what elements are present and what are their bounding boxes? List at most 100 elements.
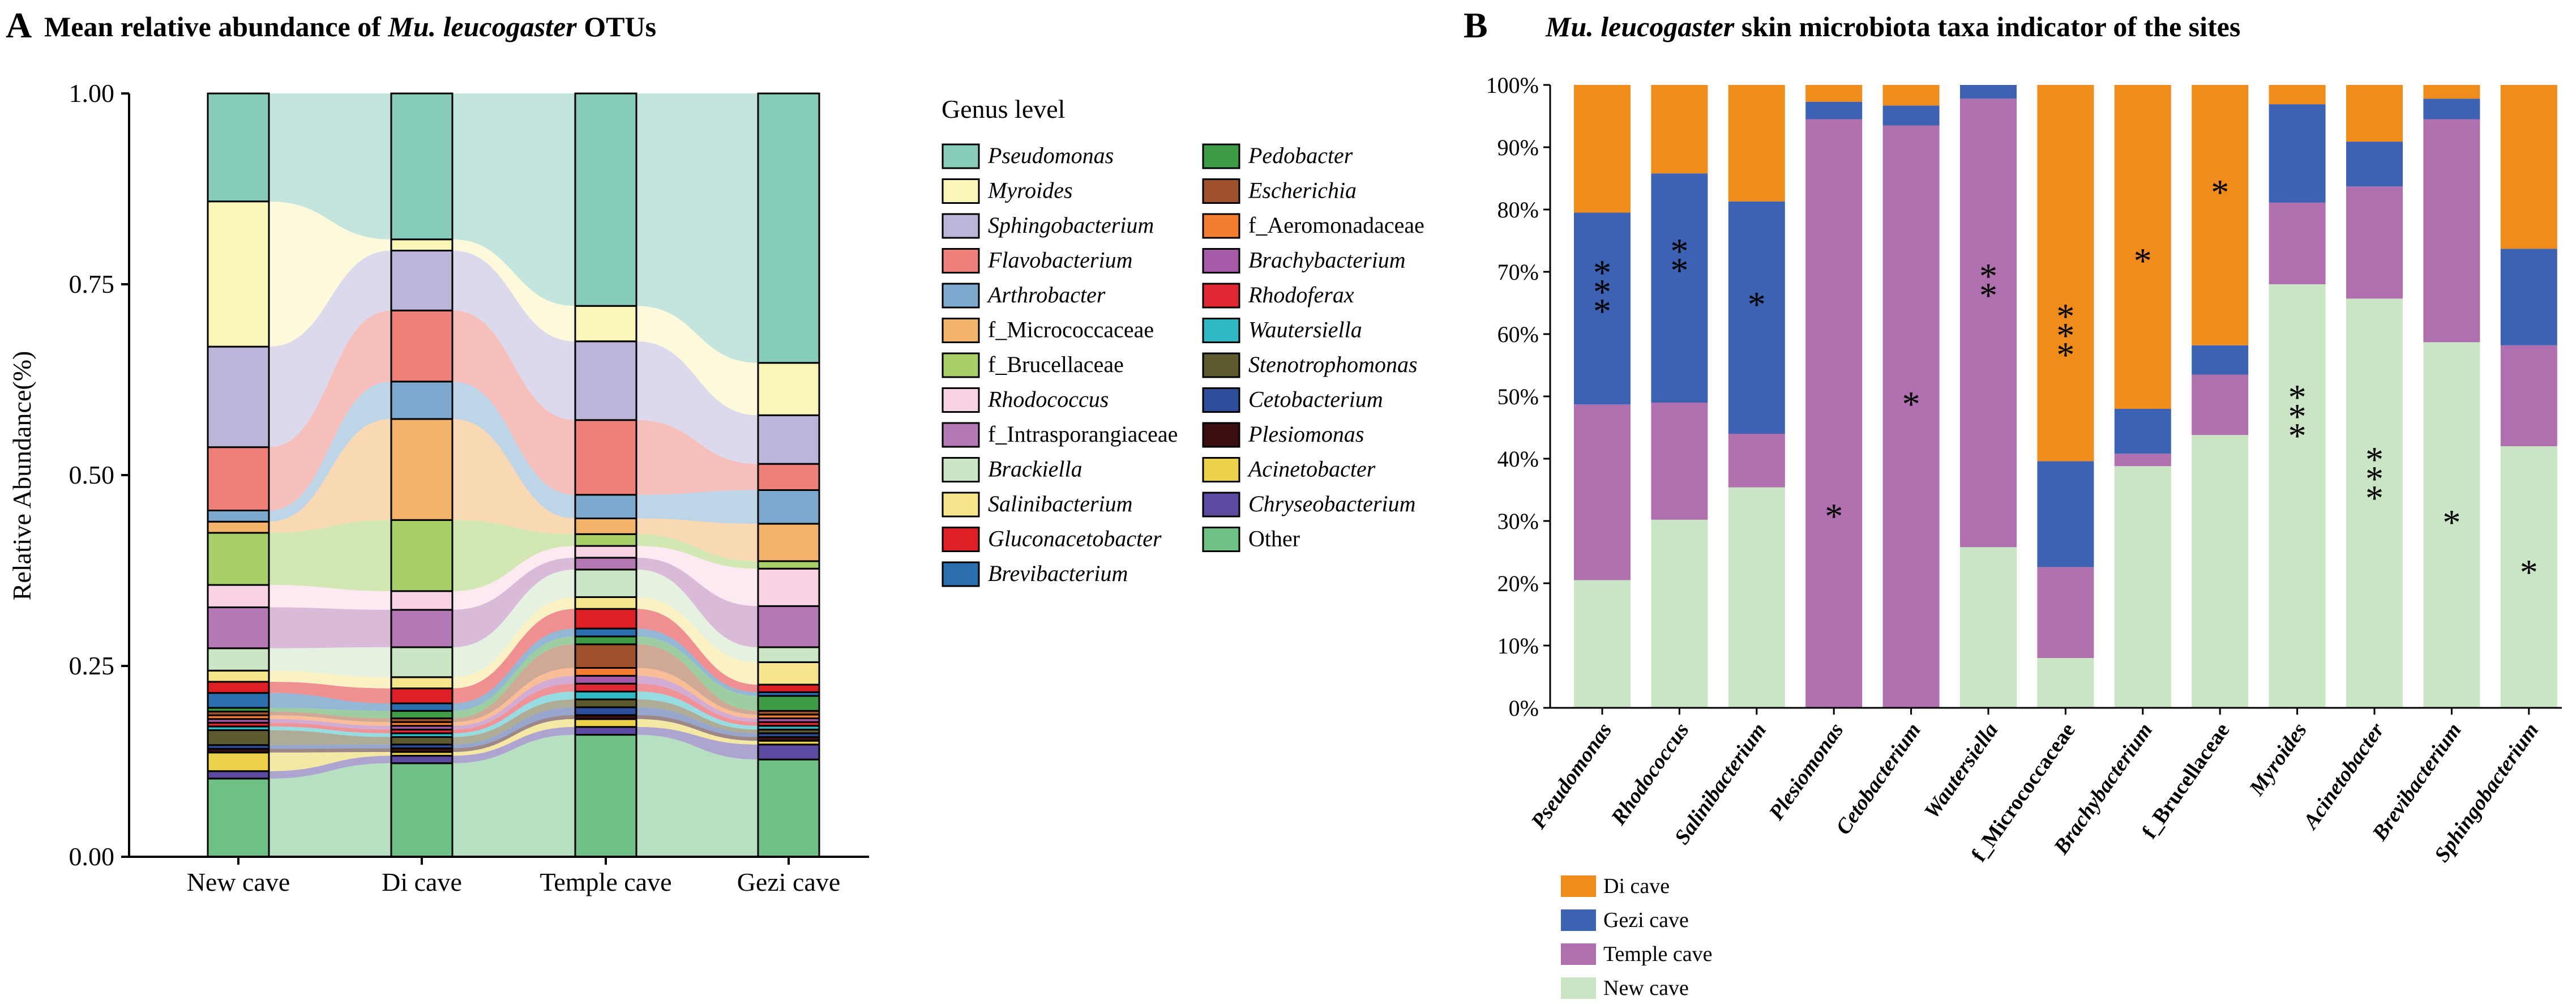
flow-sphingobacterium-temple-cave — [636, 341, 758, 464]
legend-swatch-sphingobacterium — [942, 213, 980, 239]
bar-segment-sphingobacterium-new-cave — [2500, 446, 2557, 708]
legend-label-rhodoferax: Rhodoferax — [1248, 282, 1354, 307]
significance-mark-cetobacterium: * — [1902, 384, 1920, 424]
asterisk: * — [2056, 296, 2074, 336]
legend-swatch-other — [1202, 527, 1240, 552]
x-tick-label-wautersiella: Wautersiella — [1920, 719, 2003, 823]
bar-segment-f-brucellaceae-temple-cave — [2192, 374, 2249, 435]
bar-segment-cetobacterium-temple-cave — [574, 706, 637, 716]
bar-segment-salinibacterium-di-cave — [390, 676, 453, 690]
flow-pedobacter-new-cave — [269, 707, 391, 719]
bar-segment-stenotrophomonas-temple-cave — [574, 698, 637, 708]
bar-segment-pseudomonas-new-cave — [1574, 580, 1631, 708]
y-tick-label: 30% — [1497, 509, 1539, 534]
bar-segment-cetobacterium-gezi-cave — [1882, 105, 1940, 126]
bar-segment-brackiella-temple-cave — [574, 569, 637, 598]
flow-myroides-temple-cave — [636, 306, 758, 416]
asterisk: * — [2365, 478, 2384, 518]
bar-segment-other-gezi-cave — [757, 758, 820, 858]
bar-segment-rhodococcus-di-cave — [390, 590, 453, 611]
flow-rhodoferax-new-cave — [269, 723, 391, 733]
bar-segment-pedobacter-di-cave — [390, 710, 453, 720]
y-tick-label: 80% — [1497, 197, 1539, 223]
y-tick-label: 0.25 — [69, 651, 115, 680]
x-tick-label: New cave — [187, 868, 290, 896]
bar-segment-rhodococcus-temple-cave — [574, 545, 637, 559]
legend-label-gluconacetobacter: Gluconacetobacter — [988, 526, 1162, 552]
bar-segment-flavobacterium-new-cave — [207, 446, 270, 511]
bar-segment-sphingobacterium-temple-cave — [2500, 345, 2557, 446]
panel-b-letter: B — [1464, 5, 1488, 45]
legend-label-salinibacterium: Salinibacterium — [988, 491, 1133, 516]
bar-segment-f-brucellaceae-new-cave — [2192, 435, 2249, 708]
significance-mark-rhodococcus: ** — [1670, 231, 1688, 290]
bar-segment-brachybacterium-temple-cave — [574, 674, 637, 685]
legend-swatch-arthrobacter — [942, 283, 980, 309]
legend-swatch-f-intrasporangiaceae — [942, 422, 980, 448]
significance-mark-pseudomonas: *** — [1593, 253, 1611, 331]
significance-mark-salinibacterium: * — [1748, 284, 1766, 324]
bar-segment-wautersiella-gezi-cave — [1960, 85, 2017, 99]
bar-segment-salinibacterium-temple-cave — [574, 596, 637, 610]
legend-swatch-myroides — [942, 178, 980, 204]
legend-label-sphingobacterium: Sphingobacterium — [988, 212, 1154, 238]
x-tick-label-pseudomonas: Pseudomonas — [1526, 719, 1617, 834]
bar-segment-myroides-di-cave — [2269, 85, 2326, 105]
legend-label-pseudomonas: Pseudomonas — [987, 143, 1114, 168]
bar-segment-rhodoferax-temple-cave — [574, 682, 637, 693]
legend-label-f-micrococcaceae: f_Micrococcaceae — [988, 317, 1154, 343]
bar-segment-myroides-temple-cave — [574, 305, 637, 343]
flow-escherichia-new-cave — [269, 711, 391, 723]
bar-segment-pedobacter-gezi-cave — [757, 695, 820, 712]
flow-brevibacterium-di-cave — [452, 628, 575, 711]
legend-label-new-cave: New cave — [1603, 976, 1689, 1000]
bar-segment-wautersiella-new-cave — [1960, 547, 2017, 708]
y-tick-label: 90% — [1497, 135, 1539, 160]
chart-b-y-ticks: 0% 10% 20% 30% 40% 50% 60% 70% 80% 90% 100% — [1486, 72, 1550, 721]
bar-segment-salinibacterium-new-cave — [1728, 487, 1785, 708]
x-tick-label-plesiomonas: Plesiomonas — [1764, 719, 1848, 824]
bar-segment-cetobacterium-temple-cave — [1882, 125, 1940, 708]
chart-b-x-ticks: PseudomonasRhodococcusSalinibacteriumPle… — [1526, 708, 2543, 866]
y-tick-label: 60% — [1497, 322, 1539, 347]
flow-other-di-cave — [452, 734, 575, 857]
flow-flavobacterium-temple-cave — [636, 420, 758, 495]
flow-pedobacter-temple-cave — [636, 636, 758, 711]
legend-label-flavobacterium: Flavobacterium — [987, 247, 1133, 273]
bar-segment-myroides-gezi-cave — [2269, 104, 2326, 203]
legend-swatch-new-cave — [1561, 977, 1596, 999]
flow-pseudomonas-new-cave — [269, 93, 391, 240]
significance-mark-brevibacterium: * — [2442, 502, 2461, 542]
bar-segment-other-temple-cave — [574, 734, 637, 858]
bar-segment-brackiella-di-cave — [390, 646, 453, 678]
flow-plesiomonas-temple-cave — [636, 715, 758, 741]
asterisk: * — [2134, 241, 2152, 281]
legend-label-gezi-cave: Gezi cave — [1603, 908, 1689, 932]
bar-segment-chryseobacterium-temple-cave — [574, 726, 637, 736]
bar-segment-other-di-cave — [390, 762, 453, 858]
chart-a-legend: Genus level Pseudomonas Myroides Sphingoba… — [942, 95, 1424, 587]
flow-f-micrococcaceae-new-cave — [269, 418, 391, 533]
legend-swatch-rhodoferax — [1202, 283, 1240, 309]
bar-segment-gluconacetobacter-gezi-cave — [757, 683, 820, 693]
y-tick-label: 0.75 — [69, 270, 115, 298]
bar-segment-escherichia-temple-cave — [574, 643, 637, 669]
bar-segment-acinetobacter-di-cave — [2346, 85, 2403, 142]
bar-segment-brevibacterium-di-cave — [390, 702, 453, 712]
bar-segment-plesiomonas-temple-cave — [1805, 119, 1863, 708]
legend-label-wautersiella: Wautersiella — [1248, 317, 1362, 343]
flow-brackiella-temple-cave — [636, 569, 758, 663]
flow-acinetobacter-new-cave — [269, 751, 391, 771]
significance-mark-brachybacterium: * — [2134, 241, 2152, 281]
flow-pseudomonas-temple-cave — [636, 93, 758, 363]
bar-segment-sphingobacterium-gezi-cave — [2500, 249, 2557, 345]
flow-wautersiella-temple-cave — [636, 691, 758, 730]
legend-label-arthrobacter: Arthrobacter — [986, 282, 1106, 307]
chart-b-stacked-bars: 0% 10% 20% 30% 40% 50% 60% 70% 80% 90% 100% Pseudo… — [1486, 72, 2562, 866]
flow-rhodoferax-temple-cave — [636, 683, 758, 726]
bar-segment-brevibacterium-temple-cave — [2423, 119, 2480, 343]
bar-segment-chryseobacterium-gezi-cave — [757, 744, 820, 761]
flow-acinetobacter-di-cave — [452, 719, 575, 756]
flow-stenotrophomonas-di-cave — [452, 699, 575, 745]
bar-segment-f-micrococcaceae-gezi-cave — [757, 523, 820, 562]
